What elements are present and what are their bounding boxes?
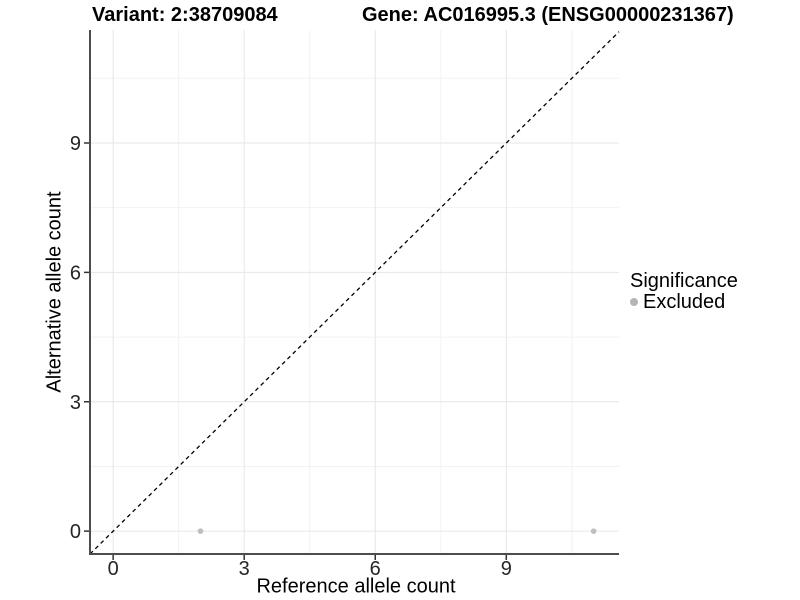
x-tick-label: 6	[370, 558, 381, 580]
plot-title-variant: Variant: 2:38709084	[92, 4, 278, 26]
data-point	[590, 528, 597, 534]
x-axis-title: Reference allele count	[256, 575, 456, 598]
data-point	[197, 528, 204, 534]
x-tick-label: 9	[501, 558, 512, 580]
y-tick-label: 3	[70, 392, 81, 414]
legend-point-icon	[630, 298, 638, 306]
y-tick-label: 0	[70, 521, 81, 543]
legend-item-label: Excluded	[643, 291, 726, 313]
x-tick-label: 3	[239, 558, 250, 580]
legend-item-excluded: Excluded	[630, 292, 738, 312]
y-axis-title: Alternative allele count	[43, 191, 66, 393]
legend-title: Significance	[630, 270, 738, 292]
legend: Significance Excluded	[630, 271, 738, 312]
y-tick-label: 9	[70, 133, 81, 155]
x-tick-label: 0	[108, 558, 119, 580]
plot-title-gene: Gene: AC016995.3 (ENSG00000231367)	[362, 4, 734, 26]
identity-reference-line	[89, 31, 620, 555]
y-tick-label: 6	[70, 262, 81, 284]
